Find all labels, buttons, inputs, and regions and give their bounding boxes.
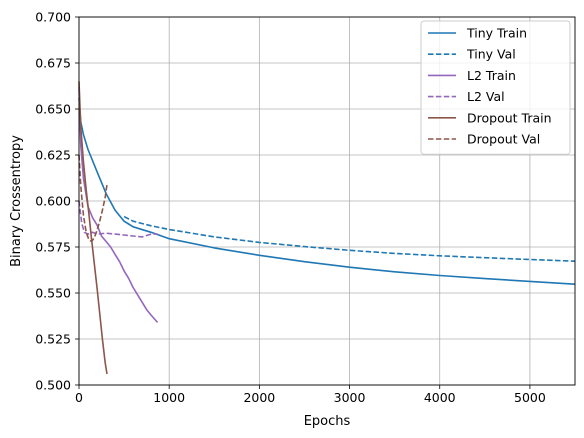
series-line-l2-train (78, 86, 159, 323)
y-tick-label: 0.600 (35, 194, 71, 209)
series-line-tiny-train (78, 97, 576, 285)
x-tick-label: 2000 (243, 390, 275, 405)
y-tick-label: 0.650 (35, 102, 71, 117)
legend-label: L2 Train (467, 68, 516, 83)
x-tick-label: 5000 (514, 390, 546, 405)
plot-lines (78, 81, 576, 375)
ticks: 0 1000 2000 3000 4000 5000 0.500 0.525 0.550 0.57… (35, 10, 546, 406)
legend-label: L2 Val (467, 89, 505, 104)
legend-label: Tiny Train (466, 26, 527, 41)
x-tick-label: 1000 (153, 390, 185, 405)
series-line-dropout-train (78, 81, 108, 375)
x-axis-label: Epochs (304, 414, 351, 429)
y-axis-label: Binary Crossentropy (9, 135, 24, 267)
y-tick-label: 0.525 (35, 332, 71, 347)
series-line-tiny-val (123, 215, 576, 262)
y-tick-label: 0.675 (35, 56, 71, 71)
y-tick-label: 0.625 (35, 148, 71, 163)
y-tick-label: 0.700 (35, 10, 71, 25)
legend: Tiny Train Tiny Val L2 Train L2 Val Dropout … (420, 20, 571, 155)
legend-label: Dropout Val (467, 132, 540, 147)
series-line-l2-val (78, 200, 158, 238)
y-tick-label: 0.550 (35, 286, 71, 301)
legend-label: Dropout Train (467, 110, 552, 125)
series-line-dropout-val (78, 154, 108, 243)
y-tick-label: 0.500 (35, 378, 71, 393)
x-tick-label: 4000 (424, 390, 456, 405)
x-tick-label: 3000 (334, 390, 366, 405)
legend-label: Tiny Val (466, 47, 516, 62)
y-tick-label: 0.575 (35, 240, 71, 255)
legend-box (420, 20, 571, 155)
x-tick-label: 0 (75, 390, 83, 405)
